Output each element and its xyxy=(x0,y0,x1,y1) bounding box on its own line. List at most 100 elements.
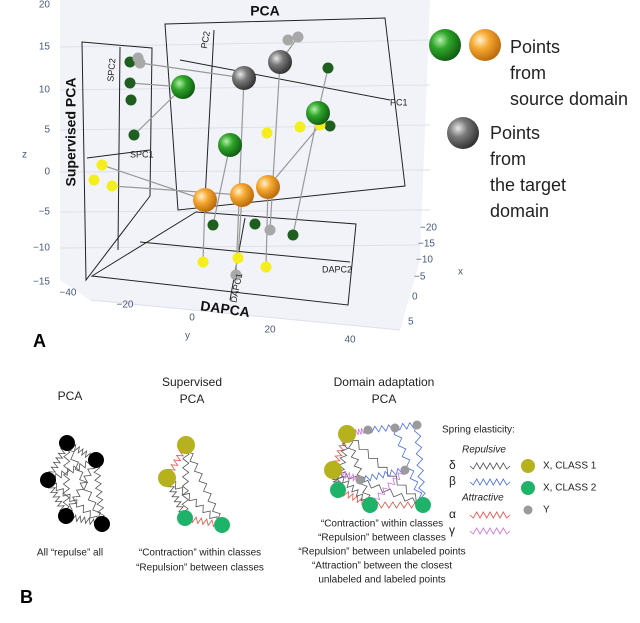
small-point xyxy=(207,219,219,231)
plane-axis-label: PC2 xyxy=(199,30,212,49)
small-point xyxy=(197,256,209,268)
plane-axis-label: PC1 xyxy=(390,97,408,107)
caption: unlabeled and labeled points xyxy=(318,575,445,586)
tick-label: 0 xyxy=(412,292,418,303)
large-points xyxy=(171,50,330,212)
node xyxy=(59,435,75,451)
spring xyxy=(469,462,511,470)
spring xyxy=(369,469,406,506)
springs xyxy=(45,421,511,535)
spring-symbol: β xyxy=(449,474,456,488)
node xyxy=(177,510,193,526)
small-point xyxy=(322,62,334,74)
small-point xyxy=(292,31,304,43)
spring xyxy=(469,527,511,535)
small-point xyxy=(232,252,244,264)
small-point xyxy=(128,129,140,141)
tick-label: 20 xyxy=(39,0,51,11)
spring xyxy=(335,433,350,491)
tick-label: 10 xyxy=(39,85,51,96)
node xyxy=(400,465,410,475)
legend-text: the target xyxy=(490,175,566,195)
legend-text: Y xyxy=(543,505,550,516)
small-point xyxy=(249,218,261,230)
caption: “Attraction” between the closest xyxy=(312,561,452,572)
small-point xyxy=(134,57,146,69)
legend-text: from xyxy=(510,63,546,83)
pca-plane xyxy=(164,17,406,211)
legend-text: X, CLASS 1 xyxy=(543,461,597,472)
spring xyxy=(469,478,511,486)
axis-title: z xyxy=(22,150,27,161)
spring xyxy=(47,479,103,525)
node xyxy=(330,482,346,498)
tick-label: 5 xyxy=(44,125,50,136)
supervised-pca-plane xyxy=(81,41,153,282)
legend-text: Points xyxy=(510,37,560,57)
nodes xyxy=(40,420,431,533)
node xyxy=(158,469,176,487)
axis-title: x xyxy=(458,267,463,278)
tick-label: 0 xyxy=(189,313,195,324)
small-point xyxy=(230,269,242,281)
panel-title: PCA xyxy=(180,392,205,406)
spring xyxy=(62,442,71,517)
caption: “Repulsion” between unlabeled points xyxy=(298,547,465,558)
small-point xyxy=(264,224,276,236)
spring xyxy=(47,457,97,482)
spring xyxy=(166,477,223,526)
spring xyxy=(469,511,511,519)
tick-label: 40 xyxy=(344,335,356,346)
plane-axis xyxy=(179,59,391,101)
node xyxy=(94,516,110,532)
node xyxy=(58,508,74,524)
plane-axis-label: SPC2 xyxy=(105,58,117,82)
node xyxy=(363,425,373,435)
small-point xyxy=(287,229,299,241)
small-point xyxy=(282,34,294,46)
dapca-plane xyxy=(90,211,357,306)
tick-label: −20 xyxy=(420,223,437,234)
spring xyxy=(346,433,424,506)
small-point xyxy=(106,180,118,192)
node xyxy=(177,436,195,454)
plane-title: Supervised PCA xyxy=(63,78,79,187)
tick-label: −10 xyxy=(416,255,433,266)
node xyxy=(355,475,365,485)
panel-title: PCA xyxy=(58,389,83,403)
spring-symbol: δ xyxy=(449,458,456,472)
small-point xyxy=(294,121,306,133)
axis-title: y xyxy=(185,331,190,342)
plane-title: DAPCA xyxy=(199,297,251,320)
spring xyxy=(185,444,223,526)
legend-text: from xyxy=(490,149,526,169)
tick-label: 15 xyxy=(39,42,51,53)
tick-label: −5 xyxy=(39,207,51,218)
legend-class1 xyxy=(521,459,535,473)
caption: “Contraction” within classes xyxy=(139,548,261,559)
spring-group: Repulsive xyxy=(462,445,506,456)
legend-class2 xyxy=(521,481,535,495)
plane-axis xyxy=(117,46,121,251)
caption: “Repulsion” between classes xyxy=(136,563,264,574)
small-point xyxy=(125,94,137,106)
small-points xyxy=(88,31,336,281)
spring-symbol: α xyxy=(449,507,456,521)
spring-group: Attractive xyxy=(461,493,504,504)
panel-title: Supervised xyxy=(162,375,222,389)
spring xyxy=(413,424,426,506)
legend-source-orange xyxy=(469,29,501,61)
node xyxy=(338,425,356,443)
node xyxy=(214,517,230,533)
scene-background xyxy=(60,0,430,330)
panel-title: Domain adaptation xyxy=(334,375,435,389)
spring xyxy=(359,467,406,483)
tick-label: −20 xyxy=(117,300,134,311)
caption: “Contraction” within classes xyxy=(321,519,443,530)
legend-text: X, CLASS 2 xyxy=(543,483,597,494)
tick-label: 5 xyxy=(408,317,414,328)
plane-axis xyxy=(139,241,351,263)
spring xyxy=(92,459,105,525)
small-point xyxy=(261,127,273,139)
